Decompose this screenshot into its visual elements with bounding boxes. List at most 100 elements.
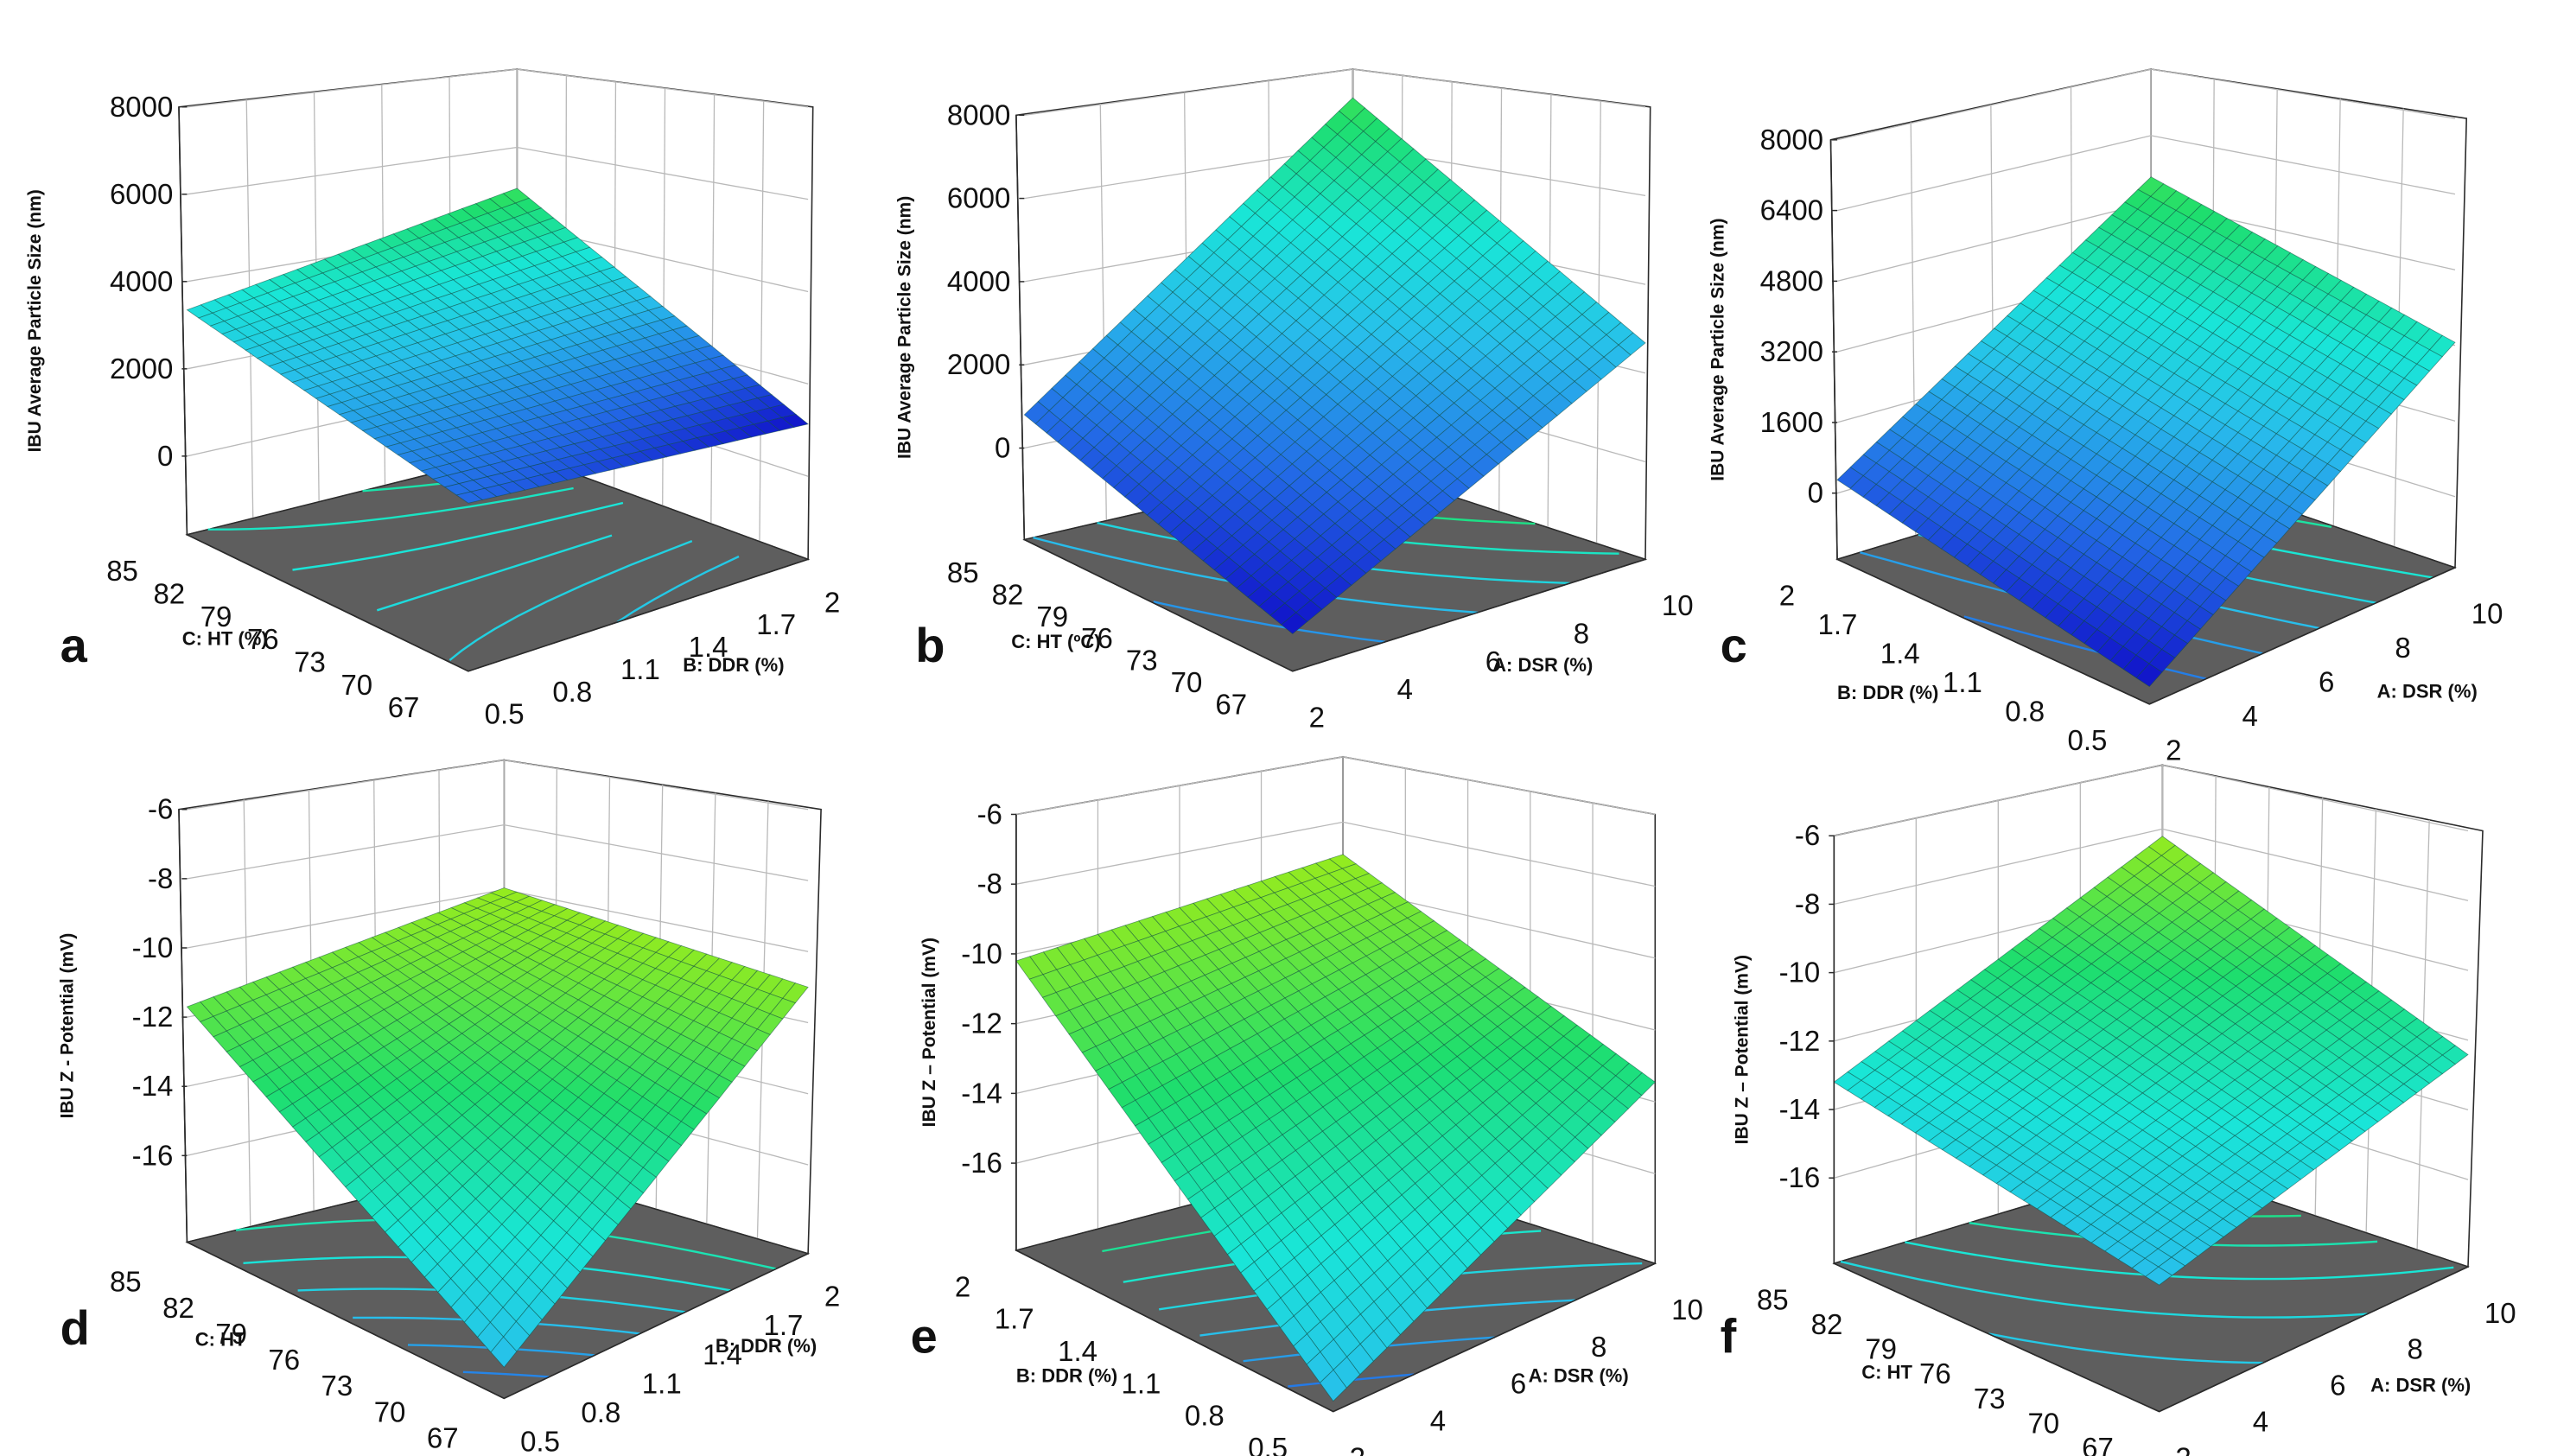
left-axis-tick-label: 79 <box>1865 1333 1897 1365</box>
right-axis-tick-label: 0.5 <box>520 1425 560 1456</box>
left-axis-tick-label: 67 <box>2082 1432 2114 1456</box>
right-axis-tick-label: 2 <box>2166 734 2181 766</box>
z-axis <box>178 809 188 1243</box>
right-axis-tick-label: 10 <box>2471 598 2503 630</box>
floor-front-edges <box>187 1241 809 1400</box>
left-axis-label: C: HT (%) <box>182 627 268 649</box>
floor-contour <box>1153 601 1386 643</box>
z-tick-label: 4000 <box>947 265 1010 297</box>
floor-front-edges <box>1015 1249 1656 1413</box>
surface-cell <box>1281 612 1308 635</box>
left-axis-label: C: HT (ºC) <box>1011 631 1100 652</box>
left-axis-label: B: DDR (%) <box>1016 1364 1117 1386</box>
response-surface <box>1836 176 2456 688</box>
z-tick-label: -8 <box>148 862 173 894</box>
left-axis-tick-label: 1.4 <box>1880 638 1920 670</box>
left-axis-tick-label: 0.8 <box>1185 1400 1225 1432</box>
floor-contour <box>462 1370 550 1378</box>
z-tick-label: -8 <box>977 868 1002 900</box>
z-tick-label: 2000 <box>947 348 1010 380</box>
z-tick-label: -10 <box>1779 957 1821 989</box>
left-axis-tick-label: 67 <box>388 691 420 723</box>
left-axis-tick-label: 1.7 <box>995 1303 1034 1335</box>
right-axis-tick-label: 0.8 <box>581 1396 620 1428</box>
right-axis-tick-label: 2 <box>1309 702 1325 734</box>
response-surface <box>1833 836 2469 1286</box>
surface-cell <box>2145 1266 2173 1286</box>
left-axis-tick-label: 82 <box>1811 1308 1843 1340</box>
floor-front-edges <box>1836 558 2456 705</box>
right-axis-tick-label: 2 <box>1350 1441 1365 1456</box>
floor-contour <box>376 534 613 612</box>
panel-letter: c <box>1721 618 1747 672</box>
right-axis-tick-label: 1.7 <box>756 608 796 640</box>
surface-cell <box>2135 663 2163 688</box>
right-axis-label: A: DSR (%) <box>1492 654 1593 676</box>
z-tick-label: 4000 <box>110 265 173 297</box>
right-axis-tick-label: 4 <box>1430 1404 1446 1436</box>
z-tick-label: -10 <box>132 931 174 963</box>
z-tick-label: -16 <box>1779 1161 1821 1193</box>
z-tick-label: -8 <box>1795 887 1820 919</box>
z-tick-label: -14 <box>132 1070 174 1102</box>
panel-f: -6 -8 -10 -12 -14 -16 IBU Z – Potential (mV) 85… <box>1721 764 2516 1456</box>
left-axis-tick-label: 70 <box>1171 666 1203 698</box>
left-axis-tick-label: 76 <box>1919 1357 1951 1389</box>
right-axis-label: B: DDR (%) <box>716 1335 817 1357</box>
floor-contour <box>292 501 624 571</box>
floor-contour <box>616 555 740 624</box>
right-axis-label: A: DSR (%) <box>2370 1375 2471 1396</box>
z-tick-label: -14 <box>1779 1093 1821 1125</box>
z-tick-label: 2000 <box>110 353 173 385</box>
left-axis-tick-label: 2 <box>955 1270 970 1302</box>
right-axis-tick-label: 2 <box>2175 1441 2191 1456</box>
right-axis-tick-label: 10 <box>2484 1297 2516 1329</box>
left-axis-tick-label: 1.1 <box>1121 1367 1161 1399</box>
left-axis-label: C: HT <box>195 1328 246 1350</box>
floor-front-edges <box>187 534 809 672</box>
left-axis-tick-label: 1.4 <box>1058 1335 1097 1367</box>
z-tick-label: -12 <box>132 1001 174 1033</box>
floor-front-edges <box>1023 538 1646 672</box>
panel-letter: a <box>60 618 88 672</box>
z-tick-label: -6 <box>148 793 173 825</box>
surface-cell <box>1319 1369 1347 1402</box>
z-gridline <box>1024 68 1646 116</box>
z-tick-label: 8000 <box>110 91 173 123</box>
z-tick-label: 4800 <box>1760 264 1823 296</box>
left-axis-tick-label: 82 <box>162 1292 194 1324</box>
z-gridline <box>1015 756 1656 816</box>
left-axis-tick-label: 82 <box>153 577 185 609</box>
z-tick-label: -14 <box>961 1077 1002 1109</box>
panel-d: -6 -8 -10 -12 -14 -16 IBU Z - Potential (mV) 85… <box>58 759 840 1456</box>
left-axis-label: C: HT <box>1861 1362 1912 1383</box>
response-surface <box>186 188 809 504</box>
left-axis-label: B: DDR (%) <box>1837 682 1938 703</box>
left-axis-tick-label: 73 <box>1126 645 1158 677</box>
z-axis <box>178 106 188 535</box>
left-axis-tick-label: 73 <box>294 645 326 677</box>
right-axis-tick-label: 6 <box>1485 645 1501 677</box>
left-axis-tick-label: 0.5 <box>2067 724 2107 756</box>
right-axis-tick-label: 1.7 <box>764 1309 804 1341</box>
floor-contour <box>1988 1332 2264 1364</box>
right-axis-tick-label: 2 <box>824 586 840 618</box>
left-axis-tick-label: 2 <box>1779 580 1795 612</box>
z-axis-label: IBU Average Particle Size (nm) <box>895 196 915 459</box>
left-axis-tick-label: 76 <box>1081 622 1113 654</box>
z-tick-label: 0 <box>157 440 173 472</box>
left-axis-tick-label: 85 <box>947 556 979 588</box>
right-axis-tick-label: 0.8 <box>552 676 592 708</box>
right-axis-tick-label: 1.1 <box>642 1367 682 1399</box>
left-axis-tick-label: 76 <box>268 1344 300 1376</box>
z-tick-label: 6000 <box>947 182 1010 214</box>
panel-c: 8000 6400 4800 3200 1600 0 IBU Average Particl… <box>1708 68 2503 766</box>
right-axis-tick-label: 6 <box>2319 666 2334 698</box>
right-axis-tick-label: 10 <box>1671 1294 1703 1326</box>
right-axis-tick-label: 6 <box>2330 1370 2345 1402</box>
left-axis-tick-label: 1.7 <box>1817 608 1857 640</box>
z-axis <box>1015 115 1026 540</box>
left-axis-tick-label: 0.8 <box>2005 696 2045 728</box>
z-gridline <box>187 146 809 200</box>
z-axis-label: IBU Z – Potential (mV) <box>919 938 939 1127</box>
